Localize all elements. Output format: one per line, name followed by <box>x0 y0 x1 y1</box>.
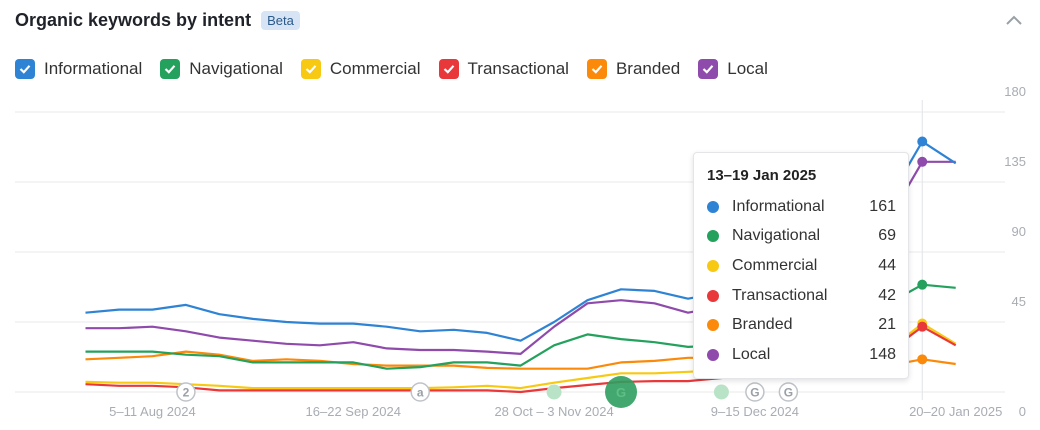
x-tick-label: 16–22 Sep 2024 <box>306 404 401 419</box>
legend-item-commercial[interactable]: Commercial <box>300 59 421 79</box>
tooltip-row: Local 148 <box>707 340 896 370</box>
chevron-up-icon[interactable] <box>1003 10 1025 32</box>
event-marker[interactable] <box>546 384 562 400</box>
legend-label: Branded <box>615 59 681 78</box>
legend-label: Navigational <box>189 59 283 78</box>
tooltip-row: Informational 161 <box>707 192 896 222</box>
tooltip-label: Informational <box>732 197 825 215</box>
event-label: 2 <box>183 386 190 400</box>
tooltip-label: Branded <box>732 316 793 334</box>
chart-tooltip: 13–19 Jan 2025 Informational 161 Navigatio… <box>693 152 909 379</box>
x-tick-label: 9–15 Dec 2024 <box>711 404 799 419</box>
event-marker[interactable] <box>410 382 430 402</box>
tooltip-row: Branded 21 <box>707 310 896 340</box>
series-dot-icon <box>707 230 719 243</box>
tooltip-row: Transactional 42 <box>707 281 896 311</box>
widget-title: Organic keywords by intent <box>15 10 252 30</box>
series-dot-icon <box>707 348 719 361</box>
legend-item-navigational[interactable]: Navigational <box>160 59 283 79</box>
widget-header: Organic keywords by intent Beta <box>15 10 300 31</box>
beta-badge: Beta <box>261 11 300 30</box>
legend-item-branded[interactable]: Branded <box>586 59 681 79</box>
tooltip-value: 44 <box>878 256 896 274</box>
tooltip-label: Commercial <box>732 256 818 274</box>
legend-item-informational[interactable]: Informational <box>15 59 142 79</box>
tooltip-label: Navigational <box>732 227 821 245</box>
legend-label: Commercial <box>329 59 421 78</box>
series-dot-icon <box>707 200 719 213</box>
tooltip-label: Local <box>732 345 771 363</box>
highlight-point-local <box>917 156 928 167</box>
event-label: a <box>417 386 424 400</box>
event-marker[interactable] <box>778 382 799 402</box>
y-tick-label: 135 <box>1004 154 1026 169</box>
x-tick-label: 28 Oct – 3 Nov 2024 <box>494 404 613 419</box>
y-tick-label: 0 <box>1019 404 1026 419</box>
google-update-icon[interactable]: G <box>784 386 793 400</box>
tooltip-value: 148 <box>869 345 896 363</box>
highlight-point-transactional <box>917 321 928 332</box>
tooltip-title: 13–19 Jan 2025 <box>707 167 817 184</box>
tooltip-value: 42 <box>878 286 896 304</box>
tooltip-value: 161 <box>869 197 896 215</box>
legend-label: Local <box>727 59 768 78</box>
tooltip-label: Transactional <box>732 286 828 304</box>
event-marker[interactable] <box>713 384 729 400</box>
y-tick-label: 180 <box>1004 84 1026 99</box>
checkbox-checked-icon[interactable] <box>160 59 181 79</box>
series-dot-icon <box>707 259 719 272</box>
event-marker[interactable] <box>176 382 196 402</box>
legend-label: Informational <box>44 59 143 78</box>
legend: Informational Navigational Commercial Trans… <box>15 59 768 79</box>
event-marker[interactable] <box>745 382 765 402</box>
series-dot-icon <box>707 289 719 302</box>
google-update-icon[interactable]: G <box>750 386 759 400</box>
google-update-icon[interactable]: G <box>616 385 626 400</box>
checkbox-checked-icon[interactable] <box>15 59 35 79</box>
x-tick-label: 5–11 Aug 2024 <box>109 404 196 419</box>
checkbox-checked-icon[interactable] <box>300 59 321 79</box>
y-tick-label: 45 <box>1012 294 1026 309</box>
tooltip-value: 21 <box>878 316 896 334</box>
legend-label: Transactional <box>467 59 569 78</box>
checkbox-checked-icon[interactable] <box>438 59 459 79</box>
highlight-point-informational <box>917 136 928 147</box>
y-tick-label: 90 <box>1012 224 1026 239</box>
x-tick-label: 20–20 Jan 2025 <box>909 404 1002 419</box>
legend-item-transactional[interactable]: Transactional <box>438 59 569 79</box>
tooltip-value: 69 <box>878 227 896 245</box>
checkbox-checked-icon[interactable] <box>586 59 607 79</box>
highlight-point-branded <box>917 354 928 365</box>
tooltip-row: Commercial 44 <box>707 251 896 281</box>
series-dot-icon <box>707 319 719 332</box>
legend-item-local[interactable]: Local <box>698 59 768 79</box>
checkbox-checked-icon[interactable] <box>698 59 719 79</box>
event-marker[interactable] <box>605 376 638 408</box>
highlight-point-navigational <box>917 279 928 290</box>
tooltip-row: Navigational 69 <box>707 222 896 252</box>
